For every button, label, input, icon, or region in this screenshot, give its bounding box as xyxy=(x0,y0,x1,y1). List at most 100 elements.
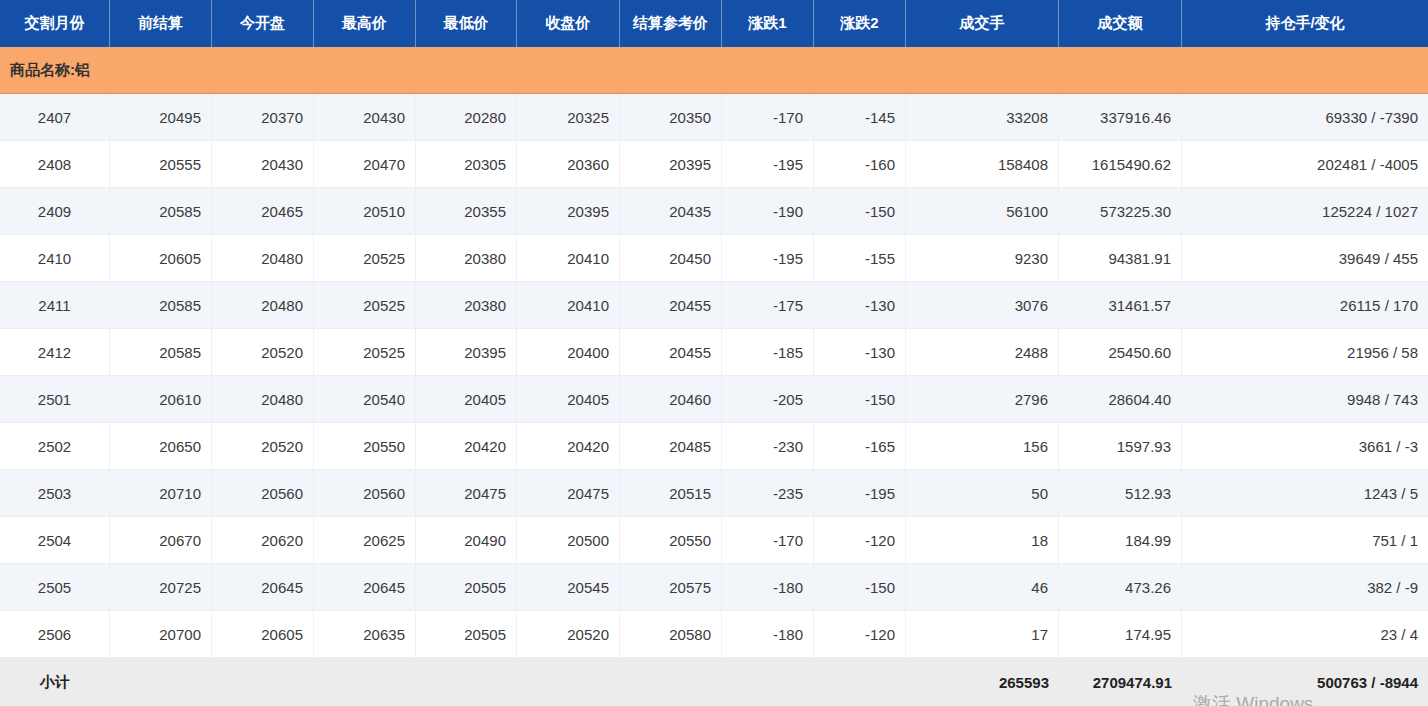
delivery-month-cell: 2410 xyxy=(0,235,110,281)
value-cell: 20525 xyxy=(314,329,416,375)
column-header-2: 前结算 xyxy=(110,0,212,47)
table-row-2411[interactable]: 2411205852048020525203802041020455-175-1… xyxy=(0,282,1428,329)
value-cell: 17 xyxy=(906,611,1059,657)
value-cell: 20405 xyxy=(517,376,620,422)
subtotal-empty-cell xyxy=(814,658,906,706)
value-cell: 20560 xyxy=(212,470,314,516)
table-body: 2407204952037020430202802032520350-170-1… xyxy=(0,94,1428,658)
value-cell: 20520 xyxy=(212,329,314,375)
value-cell: 20525 xyxy=(314,282,416,328)
value-cell: 3076 xyxy=(906,282,1059,328)
subtotal-empty-cell xyxy=(416,658,517,706)
value-cell: 20280 xyxy=(416,94,517,140)
value-cell: 20495 xyxy=(110,94,212,140)
value-cell: 1597.93 xyxy=(1059,423,1182,469)
table-row-2502[interactable]: 2502206502052020550204202042020485-230-1… xyxy=(0,423,1428,470)
value-cell: -145 xyxy=(814,94,906,140)
value-cell: 50 xyxy=(906,470,1059,516)
value-cell: 20460 xyxy=(620,376,722,422)
column-header-5: 最低价 xyxy=(416,0,517,47)
delivery-month-cell: 2502 xyxy=(0,423,110,469)
value-cell: -155 xyxy=(814,235,906,281)
value-cell: 20550 xyxy=(620,517,722,563)
value-cell: 20370 xyxy=(212,94,314,140)
table-row-2501[interactable]: 2501206102048020540204052040520460-205-1… xyxy=(0,376,1428,423)
value-cell: 20430 xyxy=(212,141,314,187)
value-cell: 20520 xyxy=(212,423,314,469)
value-cell: 20325 xyxy=(517,94,620,140)
value-cell: 1243 / 5 xyxy=(1182,470,1428,516)
value-cell: 31461.57 xyxy=(1059,282,1182,328)
value-cell: -150 xyxy=(814,376,906,422)
value-cell: 46 xyxy=(906,564,1059,610)
value-cell: 2796 xyxy=(906,376,1059,422)
table-row-2504[interactable]: 2504206702062020625204902050020550-170-1… xyxy=(0,517,1428,564)
value-cell: 382 / -9 xyxy=(1182,564,1428,610)
value-cell: 25450.60 xyxy=(1059,329,1182,375)
table-row-2503[interactable]: 2503207102056020560204752047520515-235-1… xyxy=(0,470,1428,517)
value-cell: 20480 xyxy=(212,376,314,422)
value-cell: -130 xyxy=(814,282,906,328)
subtotal-volume: 265593 xyxy=(906,658,1059,706)
value-cell: 125224 / 1027 xyxy=(1182,188,1428,234)
value-cell: 20635 xyxy=(314,611,416,657)
delivery-month-cell: 2409 xyxy=(0,188,110,234)
value-cell: 20450 xyxy=(620,235,722,281)
value-cell: 20400 xyxy=(517,329,620,375)
value-cell: 20430 xyxy=(314,94,416,140)
value-cell: 20475 xyxy=(517,470,620,516)
value-cell: 20485 xyxy=(620,423,722,469)
table-row-2407[interactable]: 2407204952037020430202802032520350-170-1… xyxy=(0,94,1428,141)
value-cell: 20480 xyxy=(212,235,314,281)
column-header-6: 收盘价 xyxy=(517,0,620,47)
value-cell: -170 xyxy=(722,517,814,563)
value-cell: 20605 xyxy=(212,611,314,657)
subtotal-empty-cell xyxy=(620,658,722,706)
value-cell: 20645 xyxy=(212,564,314,610)
table-row-2410[interactable]: 2410206052048020525203802041020450-195-1… xyxy=(0,235,1428,282)
value-cell: 20380 xyxy=(416,235,517,281)
table-row-2412[interactable]: 2412205852052020525203952040020455-185-1… xyxy=(0,329,1428,376)
value-cell: -185 xyxy=(722,329,814,375)
value-cell: 473.26 xyxy=(1059,564,1182,610)
table-row-2408[interactable]: 2408205552043020470203052036020395-195-1… xyxy=(0,141,1428,188)
table-row-2505[interactable]: 2505207252064520645205052054520575-180-1… xyxy=(0,564,1428,611)
value-cell: -180 xyxy=(722,611,814,657)
value-cell: 20525 xyxy=(314,235,416,281)
value-cell: 20605 xyxy=(110,235,212,281)
column-header-1: 交割月份 xyxy=(0,0,110,47)
futures-quotes-table: 交割月份前结算今开盘最高价最低价收盘价结算参考价涨跌1涨跌2成交手成交额持仓手/… xyxy=(0,0,1428,706)
commodity-name-label: 商品名称:铝 xyxy=(10,61,90,80)
column-header-7: 结算参考价 xyxy=(620,0,722,47)
value-cell: -150 xyxy=(814,564,906,610)
table-row-2409[interactable]: 2409205852046520510203552039520435-190-1… xyxy=(0,188,1428,235)
delivery-month-cell: 2412 xyxy=(0,329,110,375)
value-cell: 20380 xyxy=(416,282,517,328)
value-cell: -160 xyxy=(814,141,906,187)
value-cell: -175 xyxy=(722,282,814,328)
value-cell: -195 xyxy=(722,235,814,281)
delivery-month-cell: 2501 xyxy=(0,376,110,422)
value-cell: 20645 xyxy=(314,564,416,610)
value-cell: 20510 xyxy=(314,188,416,234)
value-cell: -205 xyxy=(722,376,814,422)
table-row-2506[interactable]: 2506207002060520635205052052020580-180-1… xyxy=(0,611,1428,658)
column-header-4: 最高价 xyxy=(314,0,416,47)
value-cell: 18 xyxy=(906,517,1059,563)
value-cell: 20520 xyxy=(517,611,620,657)
delivery-month-cell: 2407 xyxy=(0,94,110,140)
value-cell: 573225.30 xyxy=(1059,188,1182,234)
subtotal-empty-cell xyxy=(212,658,314,706)
delivery-month-cell: 2505 xyxy=(0,564,110,610)
value-cell: 23 / 4 xyxy=(1182,611,1428,657)
value-cell: 20350 xyxy=(620,94,722,140)
column-header-9: 涨跌2 xyxy=(814,0,906,47)
value-cell: 156 xyxy=(906,423,1059,469)
value-cell: 20585 xyxy=(110,329,212,375)
subtotal-empty-cell xyxy=(722,658,814,706)
delivery-month-cell: 2411 xyxy=(0,282,110,328)
value-cell: 26115 / 170 xyxy=(1182,282,1428,328)
subtotal-empty-cell xyxy=(110,658,212,706)
value-cell: 20465 xyxy=(212,188,314,234)
delivery-month-cell: 2504 xyxy=(0,517,110,563)
